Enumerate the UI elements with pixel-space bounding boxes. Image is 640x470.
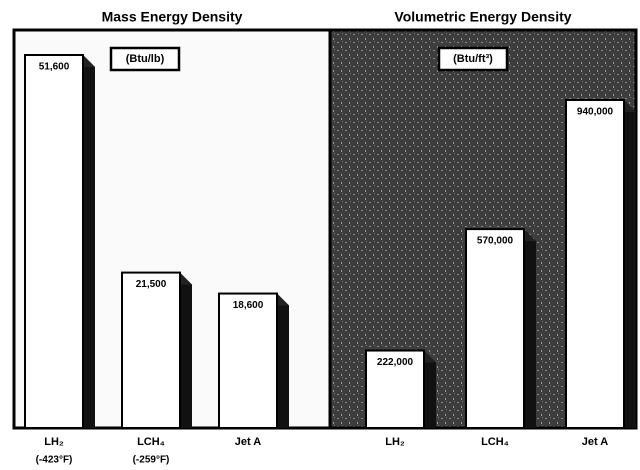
unit-label: (Btu/lb): [126, 53, 165, 65]
bar: [24, 54, 84, 429]
x-tick-label: Jet A: [582, 436, 609, 448]
chart-title: Volumetric Energy Density: [394, 9, 571, 25]
bar: [565, 99, 625, 429]
bar-side: [424, 350, 436, 428]
value-label: 21,500: [136, 279, 167, 290]
x-tick-label: LH₂: [44, 436, 64, 448]
value-label: 940,000: [577, 107, 614, 118]
bar-side: [624, 100, 636, 428]
bar-side: [180, 272, 192, 428]
bar-side: [83, 55, 95, 428]
value-label: 222,000: [377, 357, 414, 368]
chart-title: Mass Energy Density: [102, 9, 243, 25]
unit-box: [437, 46, 509, 72]
x-tick-label: Jet A: [235, 436, 262, 448]
x-tick-label: LCH₄: [137, 436, 165, 448]
x-tick-label: LH₂: [385, 436, 405, 448]
temperature-label: (-423°F): [36, 455, 73, 466]
bar-side: [524, 229, 536, 428]
temperature-label: (-259°F): [133, 455, 170, 466]
bar: [218, 292, 278, 429]
unit-label: (Btu/ft³): [453, 53, 493, 65]
bar: [121, 271, 181, 430]
value-label: 51,600: [39, 62, 70, 73]
value-label: 570,000: [477, 236, 514, 247]
value-label: 18,600: [233, 300, 264, 311]
unit-box: [109, 46, 181, 72]
bar: [465, 228, 525, 429]
x-tick-label: LCH₄: [481, 436, 509, 448]
bar-side: [277, 293, 289, 428]
bar: [365, 349, 425, 429]
